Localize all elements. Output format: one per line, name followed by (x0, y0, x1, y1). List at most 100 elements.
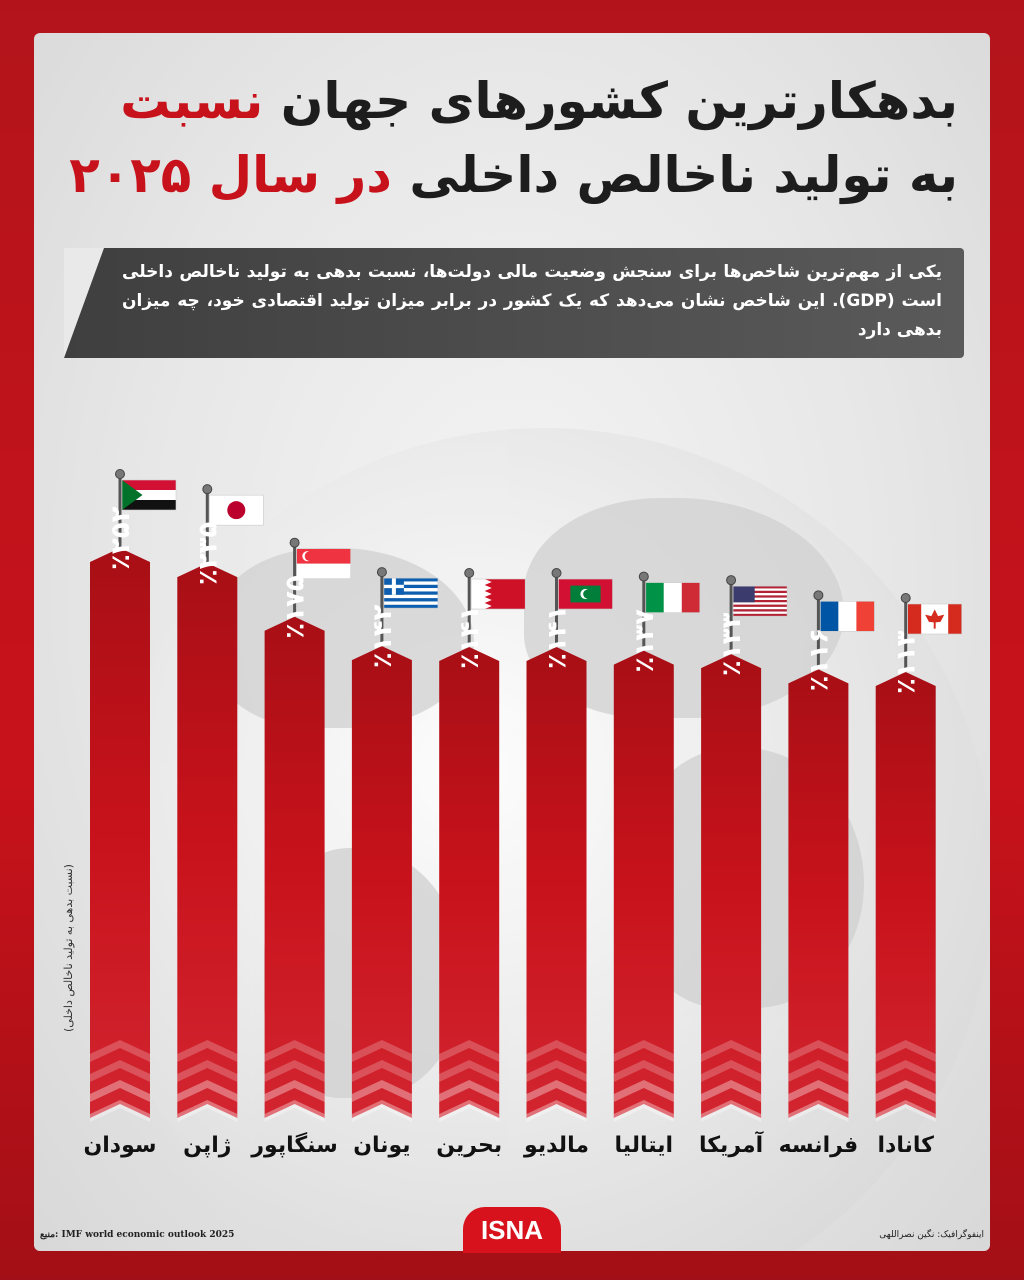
bar-chevron (701, 1080, 762, 1102)
bar-group: ٪۲۳۵ ژاپن (177, 484, 264, 1158)
bar (264, 616, 325, 1118)
value-label: ٪۱۱۶ (804, 628, 834, 691)
bar-group: ٪۱۱۶ فرانسه (779, 590, 875, 1158)
bar (875, 672, 936, 1118)
bar-chevron (788, 1100, 849, 1122)
bar-chevron (264, 1080, 325, 1102)
bar (351, 646, 412, 1118)
flag-bahrain-icon (470, 578, 526, 610)
country-label: ایتالیا (615, 1133, 674, 1158)
value-label: ٪۲۵۲ (106, 506, 136, 570)
bar-chevron (613, 1080, 674, 1102)
source-note: منبع: IMF world economic outlook 2025 (40, 1230, 235, 1240)
bar-chevron (177, 1040, 238, 1062)
country-label: مالدیو (523, 1133, 589, 1158)
value-label: ٪۱۴۱ (543, 606, 573, 669)
pole-knob (813, 590, 824, 601)
bar-chevron (701, 1100, 762, 1122)
title-line-2-text: به تولید ناخالص داخلی (409, 146, 959, 204)
bar-chevron (264, 1040, 325, 1062)
bar-group: ٪۱۳۳ آمریکا (699, 575, 788, 1158)
pole-knob (726, 575, 737, 586)
bar-group: ٪۱۳۷ ایتالیا (613, 571, 701, 1158)
bar-chevron (264, 1060, 325, 1082)
banner-fold (64, 248, 104, 358)
flag-italy-icon (645, 582, 701, 613)
flag-singapore-icon (296, 548, 351, 579)
bar-group: ٪۱۴۱ بحرین (436, 568, 526, 1158)
title-line-1-highlight: نسبت (120, 72, 264, 130)
bar-chevron (788, 1040, 849, 1062)
value-label: ٪۱۳۷ (630, 609, 660, 673)
bar-group: ٪۱۴۲ یونان (351, 567, 439, 1158)
bar-chevron (439, 1080, 500, 1102)
flag-sudan-icon (121, 479, 177, 511)
description-text: یکی از مهم‌ترین شاخص‌ها برای سنجش وضعیت … (122, 262, 942, 340)
bar-group: ٪۱۴۱ مالدیو (523, 568, 613, 1158)
country-label: بحرین (436, 1133, 502, 1158)
bar-chevron (90, 1100, 150, 1122)
bar-chevron (90, 1040, 150, 1062)
country-label: آمریکا (699, 1130, 764, 1158)
bar-chevron (351, 1040, 412, 1062)
pole-knob (900, 593, 911, 603)
country-label: فرانسه (779, 1133, 859, 1158)
bar (526, 647, 587, 1118)
bar-chevron (351, 1100, 412, 1122)
bar (788, 669, 849, 1118)
country-label: سودان (83, 1133, 156, 1158)
bar-group: ٪۱۱۳ کانادا (875, 593, 963, 1158)
bar-chevron (177, 1060, 238, 1082)
flag-usa-icon (732, 585, 788, 617)
bar-chevron (701, 1040, 762, 1062)
country-label: کانادا (877, 1133, 934, 1158)
bar-chevron (875, 1040, 936, 1062)
bar-chevron (613, 1060, 674, 1082)
value-label: ٪۱۴۱ (455, 606, 485, 669)
bar-chevron (177, 1080, 238, 1102)
flag-france-icon (820, 601, 875, 632)
bar-chevron (788, 1060, 849, 1082)
pole-knob (638, 571, 649, 582)
bar (439, 647, 500, 1118)
title-line-1-text: بدهکارترین کشورهای جهان (280, 72, 959, 130)
bar (90, 548, 150, 1118)
pole-knob (289, 537, 300, 548)
description-banner: یکی از مهم‌ترین شاخص‌ها برای سنجش وضعیت … (64, 248, 964, 358)
bar-group: ٪۱۷۵ سنگاپور (250, 537, 351, 1158)
pole-knob (376, 567, 387, 578)
pole-knob (115, 469, 125, 479)
bar-chevron (526, 1100, 587, 1122)
bar-chevron (526, 1060, 587, 1082)
flag-japan-icon (209, 494, 264, 526)
bar (177, 563, 238, 1118)
bar-chevron (264, 1100, 325, 1122)
flag-canada-icon (907, 603, 963, 635)
bar-chevron (439, 1060, 500, 1082)
pole-knob (202, 484, 213, 495)
value-label: ٪۲۳۵ (193, 522, 223, 586)
bar-chevron (613, 1100, 674, 1122)
bar-chevron (439, 1040, 500, 1062)
bar-chevron (788, 1080, 849, 1102)
pole-knob (551, 568, 562, 579)
bar-chevron (351, 1080, 412, 1102)
title-line-2-highlight: در سال ۲۰۲۵ (69, 146, 393, 204)
flag-maldives-icon (558, 578, 613, 610)
bar-chevron (90, 1080, 150, 1102)
country-label: ژاپن (183, 1133, 231, 1158)
bar-chevron (351, 1060, 412, 1082)
bar-chevron (701, 1060, 762, 1082)
bar (701, 654, 762, 1118)
value-label: ٪۱۱۳ (892, 630, 922, 694)
bar-chevron (526, 1040, 587, 1062)
bar-chevron (526, 1080, 587, 1102)
value-label: ٪۱۳۳ (717, 613, 747, 677)
credit-note: اینفوگرافیک: نگین نصراللهی (879, 1230, 984, 1240)
flag-greece-icon (383, 577, 439, 609)
bar-chevron (613, 1040, 674, 1062)
title-line-2: به تولید ناخالص داخلی در سال ۲۰۲۵ (69, 146, 959, 204)
bar-chevron (875, 1060, 936, 1082)
bar-group: ٪۲۵۲ سودان (83, 469, 177, 1158)
